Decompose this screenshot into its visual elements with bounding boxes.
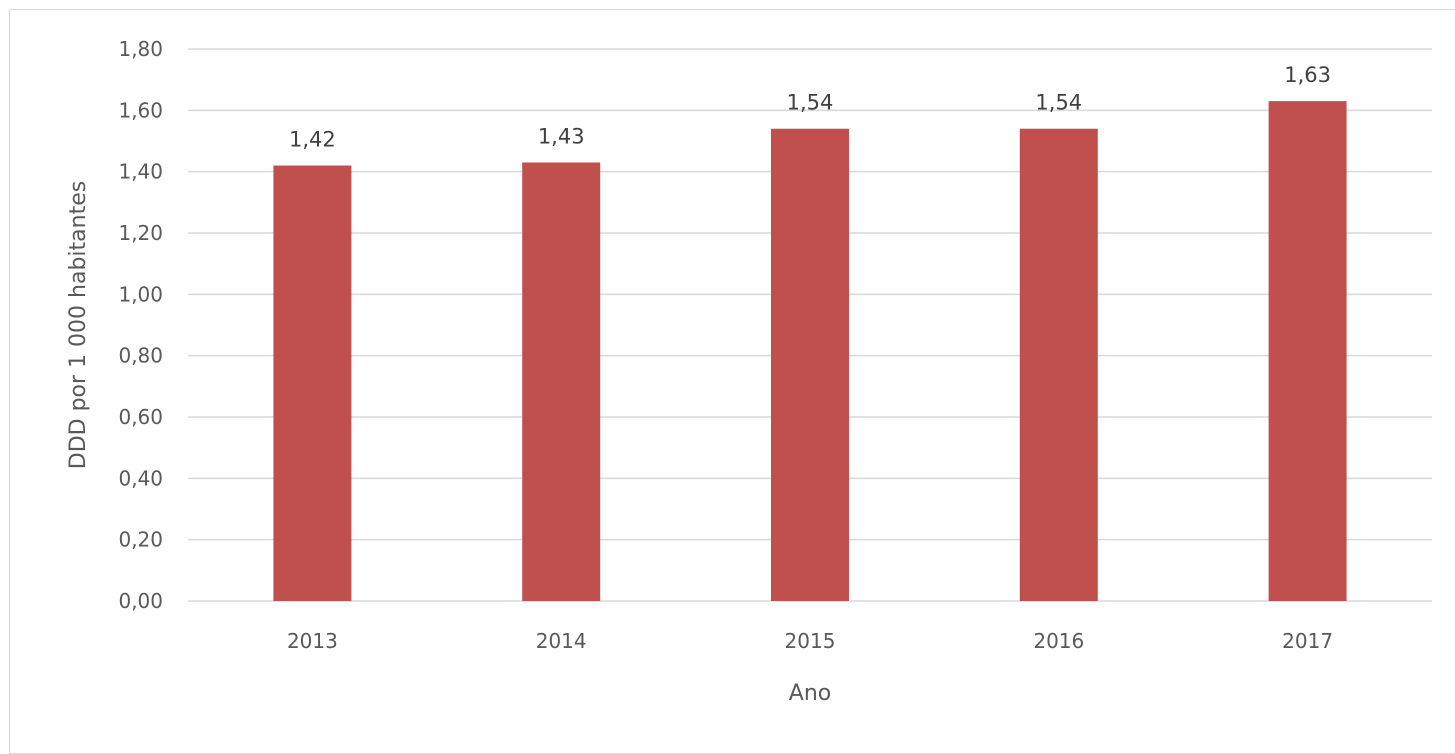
x-tick-label-2013: 2013 (287, 629, 338, 653)
y-tick-label: 0,00 (118, 589, 163, 613)
data-label-2017: 1,63 (1284, 63, 1331, 87)
y-tick-label: 0,60 (118, 405, 163, 429)
data-label-2016: 1,54 (1035, 91, 1082, 115)
y-tick-label: 1,60 (118, 98, 163, 122)
y-tick-label: 1,00 (118, 282, 163, 306)
x-tick-label-2017: 2017 (1282, 629, 1333, 653)
bar-2015 (771, 128, 849, 601)
chart-frame (9, 9, 1455, 754)
data-label-2013: 1,42 (289, 128, 336, 152)
y-tick-label: 1,80 (118, 37, 163, 61)
bar-2016 (1019, 128, 1098, 601)
data-label-2015: 1,54 (787, 91, 834, 115)
y-axis-ticks: 0,00 0,20 0,40 0,60 0,80 1,00 1,20 1,40 1,60 1,80 (118, 37, 163, 613)
y-axis-title: DDD por 1 000 habitantes (66, 181, 91, 469)
x-tick-label-2016: 2016 (1033, 629, 1084, 653)
bars (273, 101, 1347, 602)
bar-2014 (522, 162, 601, 601)
x-axis-title: Ano (789, 681, 831, 706)
x-tick-label-2014: 2014 (536, 629, 587, 653)
y-tick-label: 0,40 (118, 466, 163, 490)
y-tick-label: 1,20 (118, 221, 163, 245)
bar-2013 (273, 165, 352, 602)
bar-2017 (1268, 101, 1347, 601)
x-tick-label-2015: 2015 (785, 629, 836, 653)
data-labels: 1,42 1,43 1,54 1,54 1,63 (289, 63, 1331, 151)
data-label-2014: 1,43 (538, 124, 585, 148)
x-axis-ticks: 2013 2014 2015 2016 2017 (287, 629, 1333, 653)
y-tick-label: 0,80 (118, 344, 163, 368)
y-tick-label: 0,20 (118, 528, 163, 552)
y-tick-label: 1,40 (118, 160, 163, 184)
